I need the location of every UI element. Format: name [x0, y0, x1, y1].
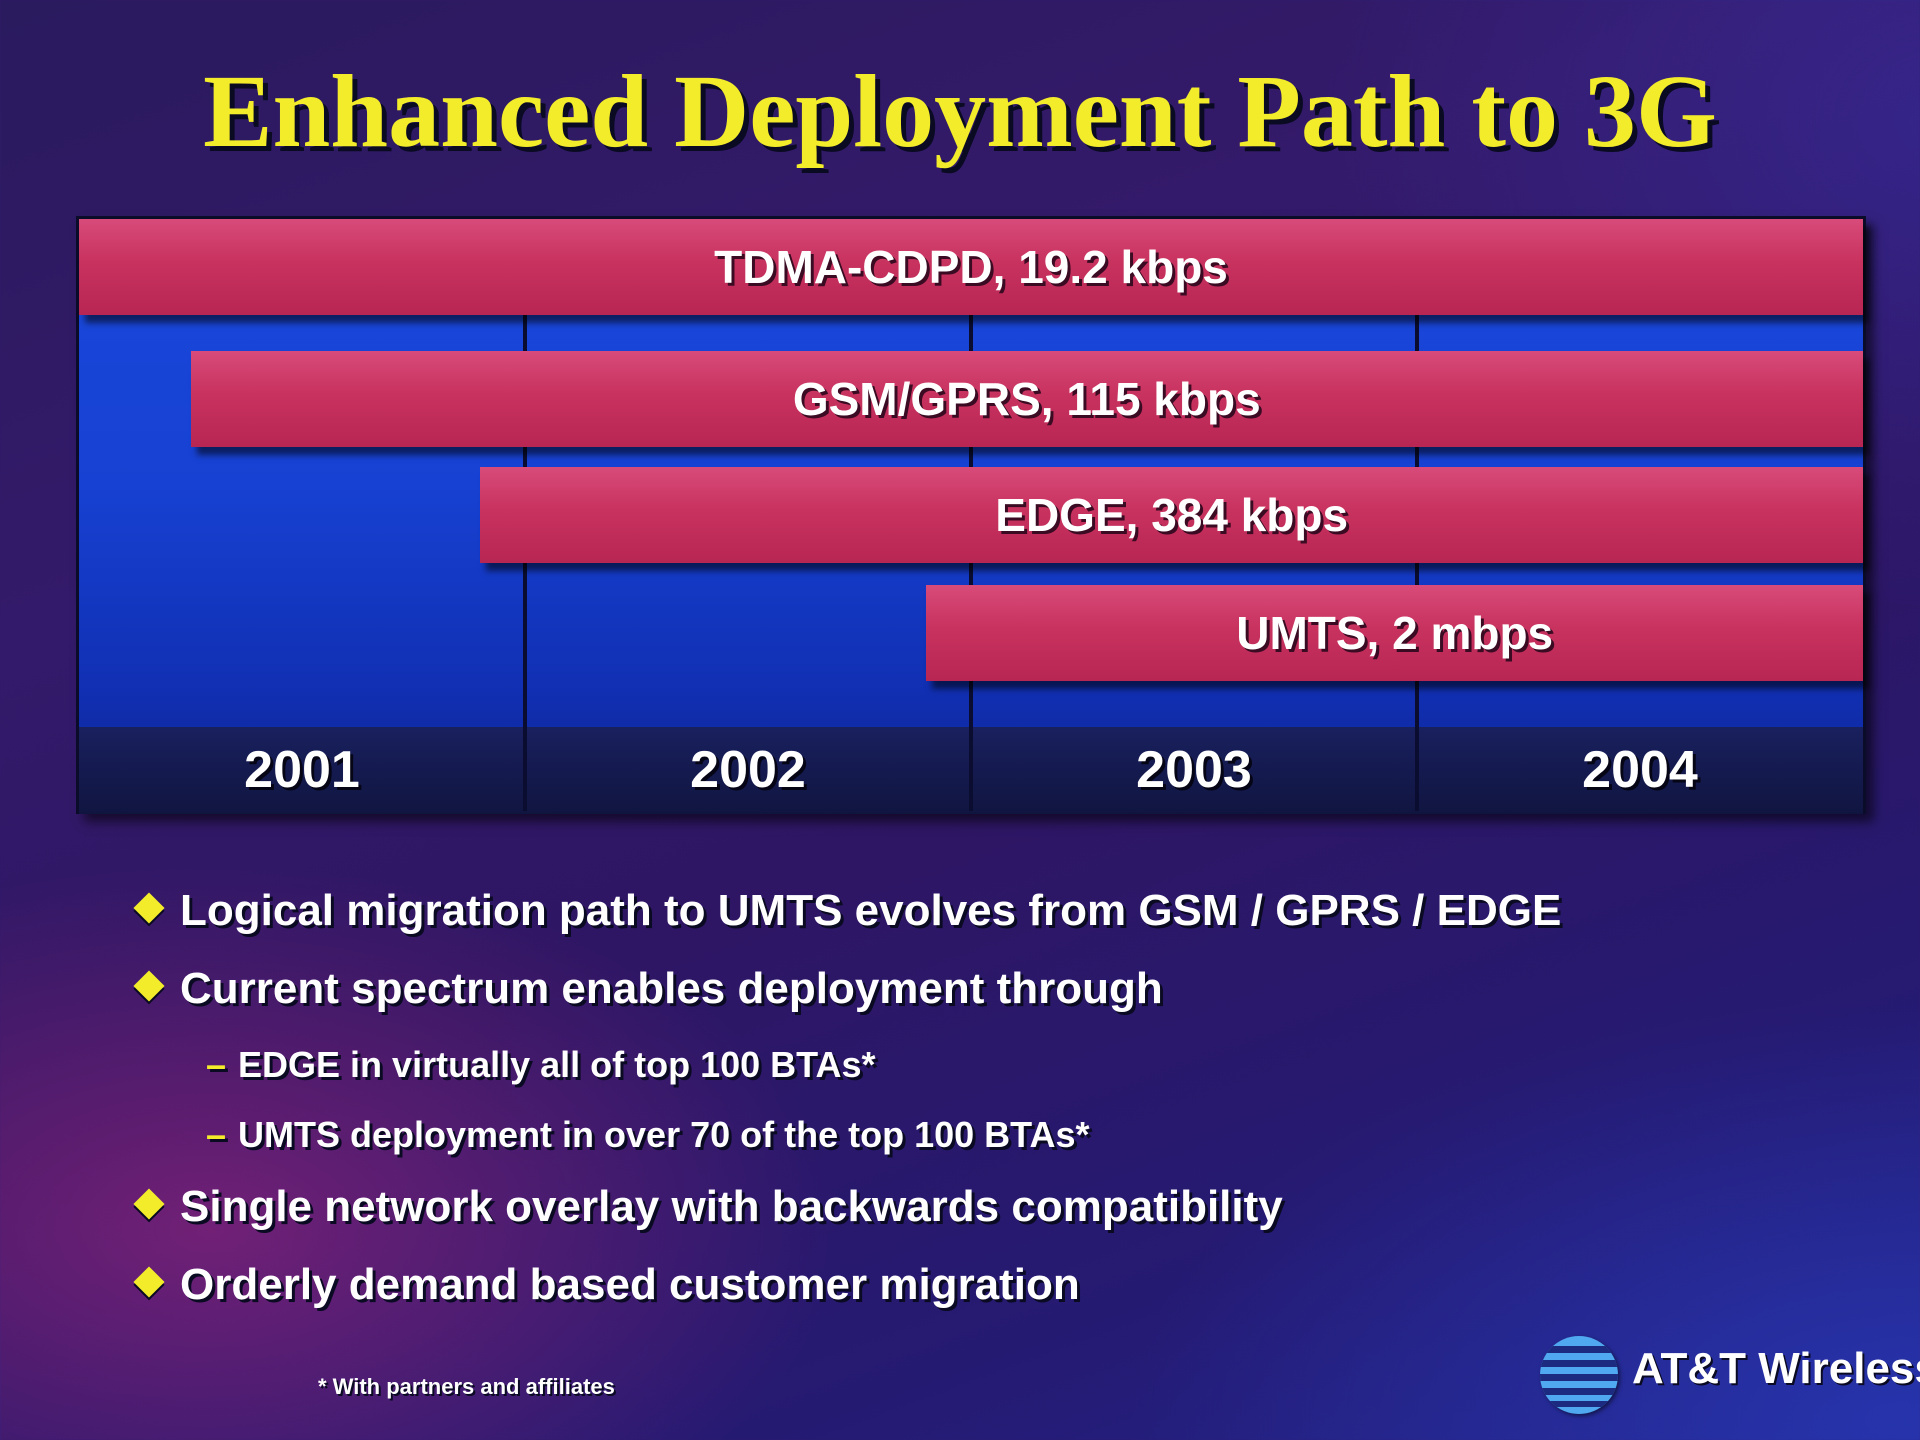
- bullet-item-4: Orderly demand based customer migration: [133, 1260, 1080, 1310]
- diamond-bullet-icon: [133, 892, 165, 924]
- bullet-text: Current spectrum enables deployment thro…: [180, 964, 1163, 1013]
- bullet-text: Orderly demand based customer migration: [180, 1260, 1080, 1309]
- timeline-chart: 2001 2002 2003 2004 TDMA-CDPD, 19.2 kbps GSM/…: [76, 216, 1866, 814]
- bar-label: UMTS, 2 mbps: [1236, 607, 1554, 659]
- timeline-bar: EDGE, 384 kbps: [480, 467, 1863, 563]
- sub-bullet-text: EDGE in virtually all of top 100 BTAs*: [238, 1044, 876, 1085]
- sub-bullet-item-2: – UMTS deployment in over 70 of the top 1…: [206, 1114, 1090, 1156]
- dash-bullet-icon: –: [206, 1044, 227, 1085]
- page-title: Enhanced Deployment Path to 3G: [203, 54, 1717, 169]
- company-logo: AT&T Wireless: [1540, 1330, 1920, 1420]
- year-label-2002: 2002: [690, 741, 806, 799]
- bullet-text: Logical migration path to UMTS evolves f…: [180, 886, 1562, 935]
- diamond-bullet-icon: [133, 970, 165, 1002]
- bullet-text: Single network overlay with backwards co…: [180, 1182, 1283, 1231]
- bar-label: GSM/GPRS, 115 kbps: [792, 373, 1261, 425]
- year-label-2001: 2001: [244, 741, 360, 799]
- year-label-2003: 2003: [1136, 741, 1252, 799]
- footnote: * With partners and affiliates: [318, 1374, 615, 1399]
- timeline-bar: GSM/GPRS, 115 kbps: [190, 351, 1863, 447]
- bar-label: TDMA-CDPD, 19.2 kbps: [714, 241, 1228, 293]
- bullet-item-3: Single network overlay with backwards co…: [133, 1182, 1283, 1232]
- logo-text: AT&T Wireless: [1632, 1344, 1920, 1393]
- bullet-item-1: Logical migration path to UMTS evolves f…: [133, 886, 1562, 936]
- sub-bullet-text: UMTS deployment in over 70 of the top 10…: [238, 1114, 1090, 1155]
- diamond-bullet-icon: [133, 1188, 165, 1220]
- bullet-item-2: Current spectrum enables deployment thro…: [133, 964, 1163, 1014]
- diamond-bullet-icon: [133, 1266, 165, 1298]
- sub-bullet-item-1: – EDGE in virtually all of top 100 BTAs*: [206, 1044, 876, 1086]
- att-globe-icon: [1540, 1336, 1618, 1414]
- timeline-bar: TDMA-CDPD, 19.2 kbps: [79, 219, 1863, 315]
- year-label-2004: 2004: [1582, 741, 1698, 799]
- dash-bullet-icon: –: [206, 1114, 227, 1155]
- timeline-bar: UMTS, 2 mbps: [926, 585, 1863, 681]
- bar-label: EDGE, 384 kbps: [995, 489, 1349, 541]
